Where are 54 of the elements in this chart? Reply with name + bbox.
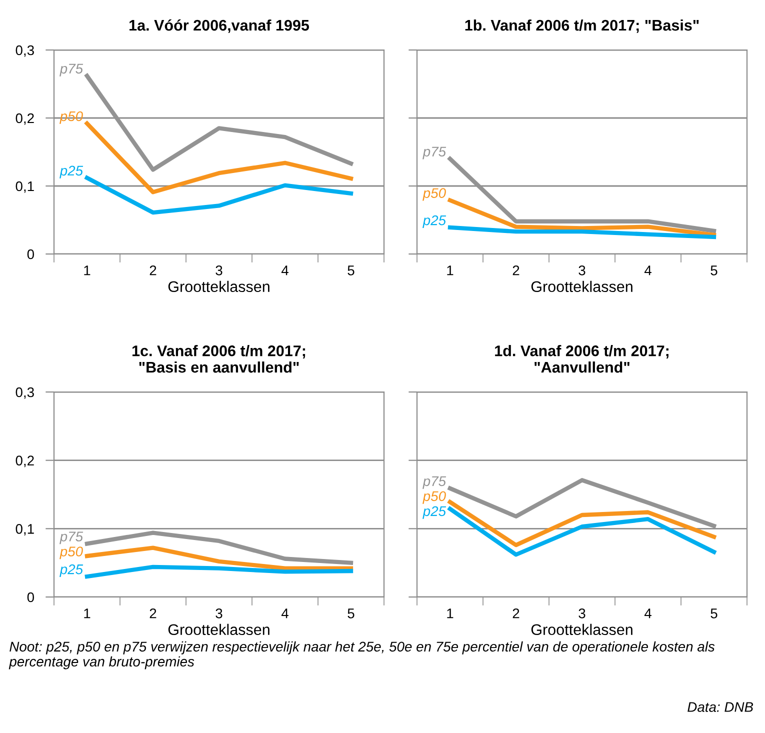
x-axis-title: Grootteklassen	[168, 280, 270, 292]
x-axis-title: Grootteklassen	[531, 280, 632, 292]
x-tick-label: 1	[447, 266, 454, 276]
series-label: p50	[422, 188, 446, 201]
x-tick-label: 4	[281, 608, 288, 618]
chart-title: 1b. Vanaf 2006 t/m 2017; "Basis"	[465, 19, 699, 33]
series-label: p25	[60, 564, 84, 577]
series-label: p75	[60, 532, 84, 544]
text: Noot: p25, p50 en p75 verwijzen respectievelijk naar het 25e, 50e en 75e percentiel van de operationele kosten als percentage van bruto-premies	[8, 641, 715, 670]
x-tick-label: 2	[512, 265, 520, 276]
x-tick-label: 2	[150, 608, 156, 618]
series-label: p50	[60, 111, 83, 124]
line-series	[84, 546, 354, 570]
line-series	[84, 564, 354, 579]
chart-title: 1d. Vanaf 2006 t/m 2017; "Aanvullend"	[495, 345, 668, 373]
x-tick-label: 3	[578, 265, 586, 276]
chart-title: 1c. Vanaf 2006 t/m 2017; "Basis en aanvullend"	[132, 345, 306, 373]
x-tick-label: 2	[512, 608, 520, 618]
series-label: p75	[422, 146, 446, 160]
series-label: p25	[60, 166, 84, 178]
x-tick-label: 2	[150, 265, 156, 276]
x-tick-label: 4	[281, 266, 288, 276]
y-tick-label: 0	[27, 249, 34, 260]
series-label: p25	[422, 215, 446, 228]
x-tick-label: 3	[578, 608, 586, 618]
x-tick-label: 1	[84, 266, 90, 276]
x-axis-title: Grootteklassen	[531, 624, 632, 636]
x-tick-label: 5	[348, 266, 354, 276]
x-tick-label: 4	[644, 266, 652, 276]
series-label: p50	[60, 546, 83, 560]
y-tick-label: 0,2	[16, 456, 34, 468]
text: Data: DNB	[688, 702, 754, 712]
y-tick-label: 0,2	[16, 113, 34, 125]
y-tick-label: 0,1	[16, 524, 34, 536]
line-series	[84, 176, 354, 215]
x-axis-title: Grootteklassen	[168, 624, 270, 636]
x-tick-label: 5	[710, 608, 718, 618]
x-tick-label: 3	[216, 265, 222, 276]
series-label: p25	[422, 506, 446, 519]
y-tick-label: 0,3	[16, 45, 34, 57]
x-tick-label: 5	[710, 266, 718, 276]
y-tick-label: 0	[27, 592, 34, 602]
series-label: p75	[60, 64, 84, 76]
x-tick-label: 1	[447, 608, 454, 618]
x-tick-label: 4	[644, 608, 652, 618]
x-tick-label: 1	[84, 608, 90, 618]
series-label: p50	[422, 491, 446, 504]
x-tick-label: 3	[216, 608, 222, 618]
line-series	[84, 121, 354, 194]
y-tick-label: 0,1	[16, 181, 34, 193]
y-tick-label: 0,3	[16, 387, 34, 399]
x-tick-label: 5	[348, 608, 354, 618]
series-label: p75	[422, 476, 446, 489]
chart-title: 1a. Vóór 2006,vanaf 1995	[130, 19, 310, 33]
